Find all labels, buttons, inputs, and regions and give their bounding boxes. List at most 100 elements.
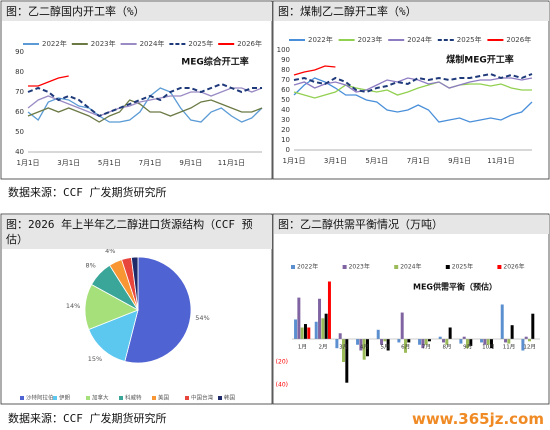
bar (489, 339, 493, 349)
legend-swatch (218, 396, 222, 400)
legend-swatch (445, 265, 450, 269)
legend-swatch (86, 396, 90, 400)
y-tick-label: (40) (276, 382, 288, 389)
bar (448, 327, 452, 339)
bar (504, 339, 508, 343)
legend-label: 2025年 (452, 263, 473, 271)
y-tick-label: 40 (15, 148, 24, 156)
header: 图：乙二醇国内开工率（%） (2, 2, 272, 21)
header: 图：乙二醇供需平衡情况（万吨） (274, 215, 549, 234)
series-line (293, 81, 532, 99)
bar (294, 319, 298, 339)
series-line (293, 77, 533, 123)
x-tick-label: 3月1日 (57, 159, 80, 167)
legend-label: 2026年 (237, 39, 262, 48)
bar (327, 281, 331, 339)
bar (307, 327, 311, 339)
x-tick-label: 11月1日 (218, 159, 245, 167)
bar (318, 298, 322, 339)
x-tick-label: 7月1日 (407, 157, 430, 165)
x-tick-label: 3月1日 (324, 157, 347, 165)
legend-swatch (152, 396, 156, 400)
series-line (27, 82, 262, 118)
x-tick-label: 1月 (298, 344, 307, 351)
bar (462, 336, 466, 339)
legend-label: 2024年 (140, 39, 165, 48)
series-line (293, 65, 336, 76)
bar (376, 329, 380, 339)
series-line (27, 87, 263, 123)
pie-slice (88, 309, 139, 362)
bar (510, 325, 514, 339)
bar (407, 339, 411, 343)
source: 数据来源：CCF 广发期货研究所 (8, 412, 167, 425)
watermark: www.365jz.com (411, 410, 544, 428)
bar (314, 321, 318, 339)
series-line (27, 87, 263, 117)
legend-swatch (342, 265, 347, 269)
legend-swatch (394, 265, 399, 269)
bar (528, 339, 531, 342)
bar (507, 339, 511, 344)
y-tick-label: 60 (281, 86, 290, 94)
data-label: 4% (105, 247, 115, 255)
x-tick-label: 10月 (482, 344, 495, 351)
legend-label: 美国 (158, 394, 170, 402)
y-tick-label: 50 (281, 96, 290, 104)
legend-swatch (497, 265, 502, 269)
bar (459, 339, 463, 344)
bar (335, 339, 339, 349)
x-tick-label: 9月1日 (179, 159, 202, 167)
header: 图：煤制乙二醇开工率（%） (274, 2, 549, 21)
bar (483, 339, 487, 345)
legend-swatch (291, 265, 295, 269)
data-label: 54% (195, 314, 209, 322)
y-tick-label: 90 (281, 56, 290, 64)
bar (400, 312, 404, 339)
x-tick-label: 5月 (381, 344, 390, 351)
bar (362, 339, 366, 360)
y-tick-label: 70 (281, 76, 290, 84)
annotation: MEG供需平衡（预估） (413, 282, 497, 292)
legend-label: 伊朗 (59, 394, 71, 402)
x-tick-label: 1月1日 (17, 159, 40, 167)
x-tick-label: 4月 (360, 344, 369, 351)
bar (524, 336, 528, 339)
bar (342, 339, 345, 362)
series-line (28, 75, 69, 87)
y-tick-label: 90 (15, 48, 24, 56)
bar (359, 339, 363, 351)
bar (421, 339, 425, 349)
x-tick-label: 1月1日 (283, 157, 306, 165)
data-label: 15% (88, 355, 102, 363)
x-tick-label: 9月1日 (448, 157, 471, 165)
bar (300, 327, 304, 339)
data-label: 8% (85, 262, 95, 270)
x-tick-label: 5月1日 (365, 157, 388, 165)
y-tick-label: 70 (15, 88, 24, 96)
bar (386, 339, 390, 351)
series-line (27, 99, 263, 123)
data-label: 14% (66, 302, 80, 310)
bar (380, 339, 384, 345)
legend-swatch (20, 396, 24, 400)
x-tick-label: 7月1日 (139, 159, 162, 167)
x-tick-label: 9月 (463, 344, 472, 351)
legend-label: 加拿大 (92, 394, 109, 402)
y-tick-label: 10 (281, 136, 290, 144)
bar (321, 318, 325, 339)
header: 图：2026 年上半年乙二醇进口货源结构（CCF 预估） (2, 215, 272, 249)
bar (424, 339, 428, 345)
bar (383, 339, 387, 342)
legend-label: 2022年 (308, 35, 333, 44)
legend-label: 2025年 (188, 39, 213, 48)
bar (445, 339, 449, 345)
source: 数据来源：CCF 广发期货研究所 (8, 186, 167, 199)
y-tick-label: 20 (281, 126, 290, 134)
legend-label: 中国台湾 (191, 394, 214, 402)
legend-swatch (119, 396, 123, 400)
legend-label: 2024年 (407, 35, 432, 44)
bar (500, 304, 504, 339)
